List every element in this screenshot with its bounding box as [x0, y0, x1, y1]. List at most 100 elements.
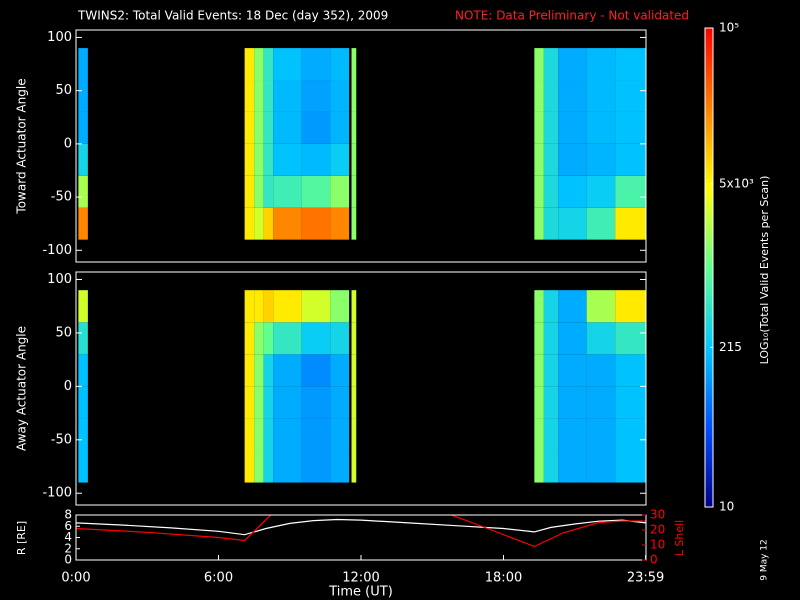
heatmap-cell — [301, 354, 331, 387]
heatmap-cell — [78, 175, 88, 208]
heatmap-cell — [263, 354, 274, 387]
heatmap-cell — [615, 450, 646, 483]
heatmap-cell — [78, 290, 88, 323]
y-tick-label: 2 — [64, 541, 72, 555]
y-tick-label: 50 — [55, 83, 72, 98]
y-tick-label: -50 — [51, 432, 72, 447]
heatmap-cell — [254, 111, 264, 144]
heatmap-cell — [615, 111, 646, 144]
y-tick-label: 0 — [64, 379, 72, 394]
heatmap-cell — [543, 80, 559, 112]
heatmap-cell — [586, 48, 616, 81]
y-tick-label: -100 — [42, 486, 72, 501]
heatmap-cell — [330, 80, 350, 112]
heatmap-cell — [615, 386, 646, 419]
heatmap-cell — [78, 207, 88, 240]
heatmap-cell — [534, 450, 544, 483]
heatmap-cell — [534, 143, 544, 176]
heatmap-cell — [558, 143, 587, 176]
heatmap-cell — [273, 80, 302, 112]
plot-frame — [75, 29, 647, 263]
y2-tick-label: 20 — [650, 523, 665, 537]
heatmap-cell — [273, 450, 302, 483]
heatmap-cell — [263, 290, 274, 323]
heatmap-cell — [254, 175, 264, 208]
heatmap-cell — [586, 80, 616, 112]
heatmap-cell — [534, 290, 544, 323]
heatmap-cell — [301, 207, 331, 240]
date-stamp: 9 May 12 — [760, 539, 770, 581]
heatmap-cell — [586, 418, 616, 451]
heatmap-cell — [273, 322, 302, 355]
heatmap-cell — [301, 143, 331, 176]
heatmap-cell — [586, 207, 616, 240]
chart-title: TWINS2: Total Valid Events: 18 Dec (day … — [77, 9, 388, 23]
heatmap-cell — [534, 322, 544, 355]
heatmap-cell — [263, 175, 274, 208]
heatmap-cell — [615, 143, 646, 176]
heatmap-cell — [244, 143, 255, 176]
heatmap-cell — [244, 80, 255, 112]
heatmap-cell — [330, 143, 350, 176]
heatmap-cell — [615, 48, 646, 81]
heatmap-cell — [586, 175, 616, 208]
heatmap-cell — [254, 418, 264, 451]
colorbar-tick-label: 5x10³ — [719, 176, 754, 190]
heatmap-cell — [244, 418, 255, 451]
heatmap-cell — [351, 80, 357, 112]
heatmap-cell — [558, 175, 587, 208]
heatmap-cell — [263, 450, 274, 483]
heatmap-cell — [534, 111, 544, 144]
heatmap-cell — [351, 143, 357, 176]
heatmap-cell — [244, 207, 255, 240]
colorbar-tick-label: 10 — [719, 500, 734, 514]
y-tick-label: 8 — [64, 508, 72, 522]
heatmap-cell — [244, 111, 255, 144]
y-tick-label: 4 — [64, 530, 72, 544]
heatmap-cell — [558, 80, 587, 112]
heatmap-cell — [254, 386, 264, 419]
heatmap-cell — [558, 290, 587, 323]
heatmap-cell — [273, 111, 302, 144]
y2-tick-label: 30 — [650, 508, 665, 522]
heatmap-cell — [615, 80, 646, 112]
y-axis-label: R [RE] — [15, 521, 28, 555]
heatmap-cell — [78, 111, 88, 144]
heatmap-cell — [586, 290, 616, 323]
heatmap-cell — [263, 111, 274, 144]
heatmap-cell — [273, 143, 302, 176]
heatmap-cell — [330, 290, 350, 323]
heatmap-cell — [615, 322, 646, 355]
heatmap-cell — [78, 354, 88, 387]
heatmap-cell — [273, 175, 302, 208]
heatmap-cell — [263, 80, 274, 112]
heatmap-cell — [330, 322, 350, 355]
heatmap-cell — [254, 450, 264, 483]
heatmap-cell — [351, 354, 357, 387]
heatmap-cell — [330, 111, 350, 144]
heatmap-cell — [263, 322, 274, 355]
heatmap-cell — [586, 450, 616, 483]
heatmap-cell — [244, 386, 255, 419]
colorbar-tick-label: 215 — [719, 340, 742, 354]
heatmap-cell — [351, 290, 357, 323]
heatmap-cell — [273, 48, 302, 81]
heatmap-cell — [351, 450, 357, 483]
heatmap-cell — [330, 207, 350, 240]
heatmap-cell — [615, 418, 646, 451]
heatmap-cell — [254, 207, 264, 240]
plot-frame — [75, 271, 647, 506]
colorbar-frame — [704, 27, 714, 508]
heatmap-cell — [330, 386, 350, 419]
heatmap-cell — [543, 290, 559, 323]
heatmap-cell — [534, 354, 544, 387]
heatmap-cell — [351, 418, 357, 451]
heatmap-cell — [543, 175, 559, 208]
heatmap-cell — [263, 418, 274, 451]
note: NOTE: Data Preliminary - Not validated — [455, 9, 689, 23]
heatmap-cell — [534, 80, 544, 112]
heatmap-cell — [254, 80, 264, 112]
y-tick-label: 100 — [47, 272, 72, 287]
heatmap-cell — [273, 290, 302, 323]
heatmap-cell — [273, 386, 302, 419]
